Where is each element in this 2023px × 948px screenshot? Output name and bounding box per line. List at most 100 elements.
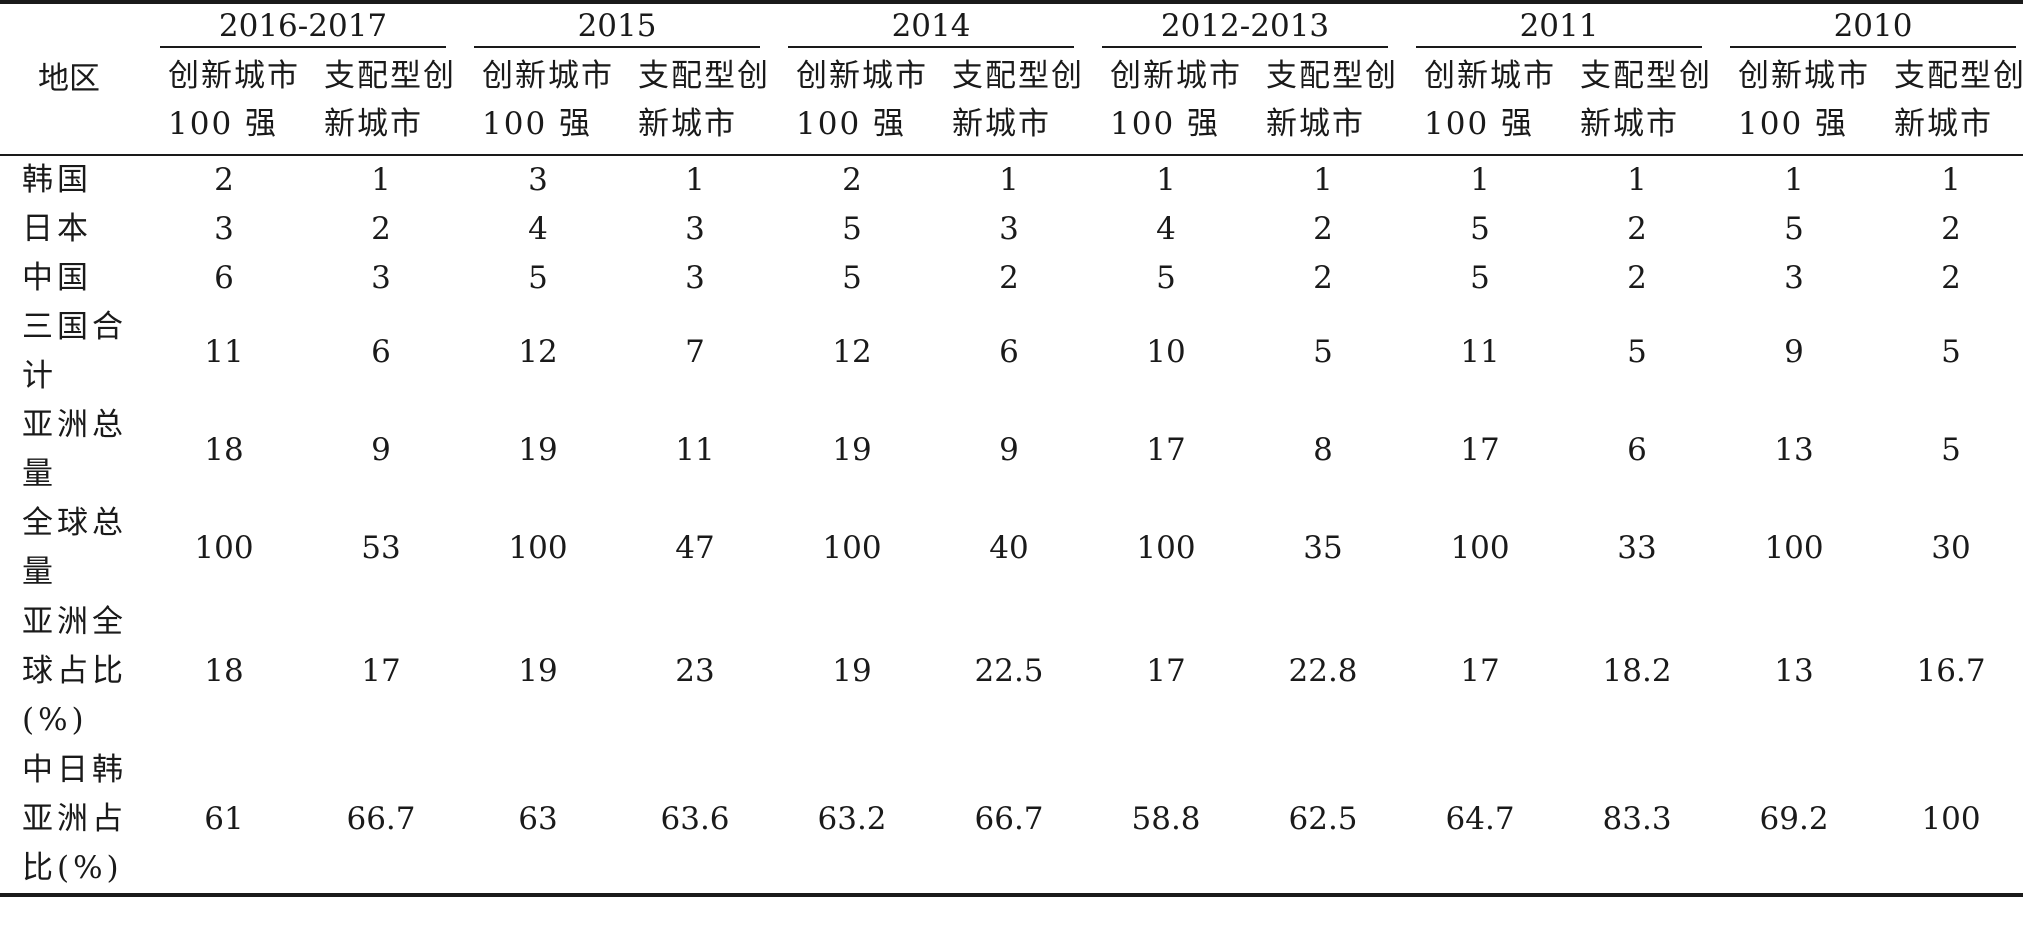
- cell-dominant-count: 1: [1627, 162, 1647, 198]
- cell-top100-count: 5: [842, 211, 862, 247]
- table-row: 中国 6 3 5 3 5 2 5 2 5 2 3 2: [0, 254, 2023, 303]
- cell-dominant-count: 35: [1303, 529, 1343, 566]
- cell-top100-count: 100: [194, 529, 254, 566]
- cell-dominant-count: 11: [675, 431, 715, 468]
- row-region-label: 韩国: [22, 162, 92, 198]
- table-row: 亚洲全球占比(%) 18 17 19 23 19 22.5 17 22.8 17 18.2 13 16.…: [0, 597, 2023, 745]
- cell-dominant-count: 5: [1313, 333, 1333, 370]
- table-row: 中日韩亚洲占比(%) 61 66.7 63 63.6 63.2 66.7 58.8 62.5 64…: [0, 745, 2023, 897]
- cell-top100-count: 3: [528, 162, 548, 198]
- cell-top100-count: 18: [204, 431, 244, 468]
- cell-top100-count: 5: [1156, 260, 1176, 296]
- cell-dominant-count: 3: [371, 260, 391, 296]
- cell-dominant-count: 30: [1931, 529, 1971, 566]
- cell-dominant-count: 66.7: [930, 745, 1089, 897]
- cell-dominant-count: 2: [1941, 211, 1961, 247]
- cell-dominant-count: 6: [1627, 431, 1647, 468]
- cell-dominant-count: 2: [1627, 211, 1647, 247]
- cell-dominant-count: 2: [1313, 260, 1333, 296]
- cell-top100-count: 19: [518, 652, 558, 689]
- cell-top100-count: 18: [204, 652, 244, 689]
- cell-dominant-count: 22.8: [1288, 652, 1358, 689]
- cell-top100-count: 3: [1784, 260, 1804, 296]
- cell-top100-count: 4: [528, 211, 548, 247]
- cell-top100-count: 17: [1146, 431, 1186, 468]
- cell-dominant-count: 1: [1313, 162, 1333, 198]
- cell-dominant-count: 47: [675, 529, 715, 566]
- cell-top100-count: 61: [146, 745, 302, 897]
- cell-top100-count: 1: [1156, 162, 1176, 198]
- sub-header-top100: 创新城市 100 强: [1402, 48, 1559, 156]
- year-header-row: 地区 2016-2017 2015 2014 2012-2013 2011 20…: [0, 0, 2023, 156]
- sub-header-top100: 创新城市 100 强: [774, 48, 931, 156]
- cell-top100-count: 19: [832, 652, 872, 689]
- cell-dominant-count: 3: [685, 211, 705, 247]
- region-column-header: 地区: [0, 0, 146, 156]
- cell-dominant-count: 6: [999, 333, 1019, 370]
- cell-dominant-count: 33: [1617, 529, 1657, 566]
- sub-header-row: 创新城市 100 强 支配型创新城市 创新城市 100 强 支配型创新城市 创新…: [0, 48, 2023, 156]
- cell-dominant-count: 83.3: [1558, 745, 1717, 897]
- table-row: 韩国 2 1 3 1 2 1 1 1 1 1 1 1: [0, 155, 2023, 205]
- cell-top100-count: 4: [1156, 211, 1176, 247]
- cell-top100-count: 13: [1774, 431, 1814, 468]
- year-header: 2010: [1716, 0, 2023, 48]
- innovation-cities-table: 地区 2016-2017 2015 2014 2012-2013 2011 20…: [0, 0, 2023, 897]
- sub-header-top100: 创新城市 100 强: [460, 48, 617, 156]
- cell-dominant-count: 2: [999, 260, 1019, 296]
- cell-dominant-count: 53: [361, 529, 401, 566]
- cell-top100-count: 100: [1136, 529, 1196, 566]
- cell-top100-count: 6: [214, 260, 234, 296]
- sub-header-dominant: 支配型创新城市: [1872, 48, 2023, 156]
- cell-dominant-count: 6: [371, 333, 391, 370]
- cell-top100-count: 1: [1470, 162, 1490, 198]
- cell-top100-count: 17: [1460, 431, 1500, 468]
- cell-dominant-count: 2: [1627, 260, 1647, 296]
- cell-top100-count: 69.2: [1716, 745, 1873, 897]
- cell-top100-count: 12: [832, 333, 872, 370]
- sub-header-top100: 创新城市 100 强: [1716, 48, 1873, 156]
- row-region-label: 日本: [22, 211, 92, 247]
- sub-header-dominant: 支配型创新城市: [616, 48, 775, 156]
- cell-dominant-count: 2: [1941, 260, 1961, 296]
- cell-top100-count: 17: [1146, 652, 1186, 689]
- cell-dominant-count: 1: [371, 162, 391, 198]
- sub-header-dominant: 支配型创新城市: [930, 48, 1089, 156]
- year-header: 2012-2013: [1088, 0, 1403, 48]
- cell-top100-count: 100: [1764, 529, 1824, 566]
- cell-top100-count: 13: [1774, 652, 1814, 689]
- cell-top100-count: 2: [842, 162, 862, 198]
- sub-header-dominant: 支配型创新城市: [1558, 48, 1717, 156]
- cell-dominant-count: 2: [1313, 211, 1333, 247]
- cell-dominant-count: 100: [1872, 745, 2023, 897]
- cell-top100-count: 63.2: [774, 745, 931, 897]
- sub-header-top100: 创新城市 100 强: [146, 48, 302, 156]
- cell-dominant-count: 16.7: [1916, 652, 1986, 689]
- cell-dominant-count: 1: [999, 162, 1019, 198]
- row-region-label: 中日韩亚洲占比(%): [0, 745, 146, 897]
- row-region-label: 亚洲全球占比(%): [22, 603, 127, 738]
- cell-top100-count: 19: [832, 431, 872, 468]
- cell-dominant-count: 9: [371, 431, 391, 468]
- year-header: 2016-2017: [146, 0, 461, 48]
- cell-top100-count: 3: [214, 211, 234, 247]
- cell-dominant-count: 7: [685, 333, 705, 370]
- sub-header-dominant: 支配型创新城市: [302, 48, 461, 156]
- table-body: 韩国 2 1 3 1 2 1 1 1 1 1 1 1 日本 3 2 4 3 5 3 4 2 5 2 5 2 中国 6 3 5 3 5 2 5 2 5 2…: [0, 155, 2023, 897]
- cell-dominant-count: 18.2: [1602, 652, 1672, 689]
- cell-dominant-count: 62.5: [1244, 745, 1403, 897]
- cell-dominant-count: 3: [685, 260, 705, 296]
- cell-top100-count: 2: [214, 162, 234, 198]
- cell-dominant-count: 8: [1313, 431, 1333, 468]
- cell-dominant-count: 23: [675, 652, 715, 689]
- cell-dominant-count: 1: [685, 162, 705, 198]
- table-row: 三国合计 11 6 12 7 12 6 10 5 11 5 9 5: [0, 303, 2023, 401]
- year-header: 2014: [774, 0, 1089, 48]
- cell-dominant-count: 9: [999, 431, 1019, 468]
- year-header: 2015: [460, 0, 775, 48]
- table-row: 亚洲总量 18 9 19 11 19 9 17 8 17 6 13 5: [0, 401, 2023, 499]
- cell-dominant-count: 63.6: [616, 745, 775, 897]
- cell-top100-count: 5: [1470, 260, 1490, 296]
- cell-top100-count: 64.7: [1402, 745, 1559, 897]
